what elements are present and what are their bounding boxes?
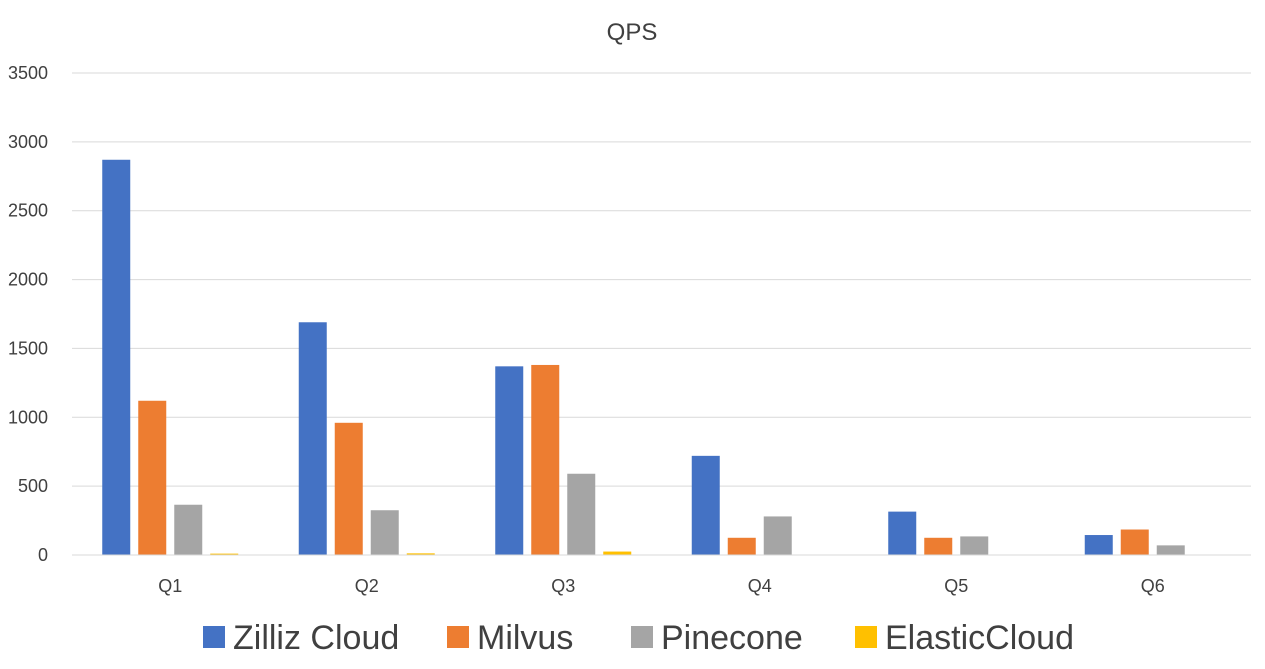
y-tick-label: 500 (18, 476, 48, 496)
bar-zilliz-cloud-q1 (102, 159, 131, 555)
bar-pinecone-q6 (1156, 545, 1185, 555)
y-tick-label: 2000 (8, 270, 48, 290)
bar-elasticcloud-q1 (210, 553, 239, 555)
x-tick-label: Q3 (551, 576, 575, 596)
bar-elasticcloud-q3 (603, 551, 632, 555)
grid-layer (72, 72, 1251, 556)
bar-pinecone-q3 (567, 473, 596, 555)
chart-title: QPS (607, 19, 658, 46)
legend-label: Pinecone (661, 619, 803, 657)
bar-elasticcloud-q2 (406, 553, 435, 555)
legend-swatch-pinecone (631, 626, 653, 648)
legend-label: Milvus (477, 619, 573, 657)
bar-pinecone-q2 (370, 510, 399, 555)
legend-label: Zilliz Cloud (233, 619, 399, 657)
legend-label: ElasticCloud (885, 619, 1074, 657)
legend-swatch-zilliz-cloud (203, 626, 225, 648)
bar-zilliz-cloud-q4 (691, 455, 720, 555)
bar-milvus-q4 (727, 537, 756, 555)
y-tick-label: 0 (38, 545, 48, 565)
y-tick-label: 1500 (8, 338, 48, 358)
bar-milvus-q5 (924, 537, 953, 555)
bar-zilliz-cloud-q5 (888, 511, 917, 555)
bar-zilliz-cloud-q2 (298, 322, 327, 555)
y-tick-label: 3000 (8, 132, 48, 152)
bar-milvus-q3 (531, 364, 560, 555)
y-tick-label: 2500 (8, 201, 48, 221)
x-tick-label: Q4 (748, 576, 772, 596)
bar-pinecone-q4 (763, 516, 792, 555)
bar-zilliz-cloud-q6 (1084, 535, 1113, 555)
x-axis: Q1 Q2 Q3 Q4 Q5 Q6 (72, 554, 1251, 596)
x-tick-label: Q5 (944, 576, 968, 596)
legend-swatch-milvus (447, 626, 469, 648)
legend: Zilliz Cloud Milvus Pinecone ElasticCloud (203, 619, 1074, 657)
bar-milvus-q2 (334, 422, 363, 555)
x-tick-label: Q6 (1141, 576, 1165, 596)
bar-milvus-q6 (1120, 529, 1149, 555)
y-axis: 0 500 1000 1500 2000 2500 3000 3500 (8, 63, 48, 565)
y-tick-label: 3500 (8, 63, 48, 83)
bars-layer (102, 159, 1185, 555)
y-tick-label: 1000 (8, 407, 48, 427)
bar-pinecone-q5 (960, 536, 989, 555)
bar-zilliz-cloud-q3 (495, 366, 524, 555)
x-tick-label: Q2 (355, 576, 379, 596)
x-tick-label: Q1 (158, 576, 182, 596)
legend-swatch-elasticcloud (855, 626, 877, 648)
bar-pinecone-q1 (174, 504, 203, 555)
bar-milvus-q1 (138, 400, 167, 555)
